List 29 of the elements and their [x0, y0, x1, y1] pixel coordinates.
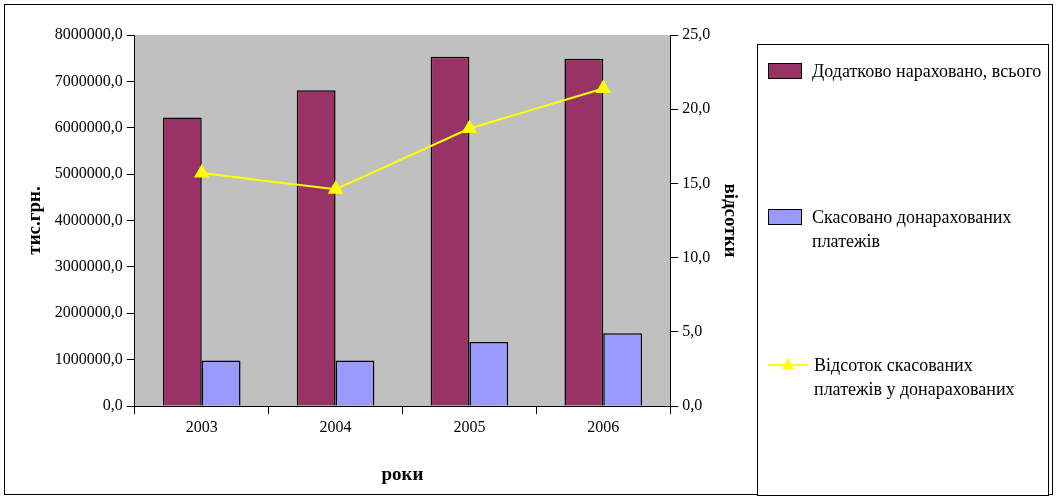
- legend-label: Відсоток скасованих платежів у донарахованих: [814, 354, 1016, 401]
- x-tick-label: 2006: [587, 417, 620, 435]
- y2-axis-title: відсотки: [720, 183, 742, 258]
- y2-tick-label: 0,0: [682, 396, 703, 414]
- y2-tick-label: 20,0: [682, 99, 711, 117]
- y2-tick-label: 10,0: [682, 247, 711, 265]
- y-tick-label: 4000000,0: [54, 210, 123, 228]
- y-axis-title: тис.грн.: [23, 186, 45, 255]
- y-tick-label: 1000000,0: [54, 349, 123, 367]
- y-tick-label: 2000000,0: [54, 303, 123, 321]
- point: [194, 165, 209, 178]
- legend-label: Додатково нараховано, всього: [812, 60, 1042, 83]
- x-axis-title: роки: [381, 462, 424, 484]
- y-tick-label: 6000000,0: [54, 117, 123, 135]
- y-tick-label: 8000000,0: [54, 25, 123, 43]
- x-tick-label: 2003: [185, 417, 218, 435]
- y-tick-label: 5000000,0: [54, 164, 123, 182]
- point: [328, 181, 343, 194]
- x-tick-label: 2005: [453, 417, 486, 435]
- y-tick-label: 3000000,0: [54, 257, 123, 275]
- point: [462, 120, 477, 133]
- y2-tick-label: 15,0: [682, 173, 711, 191]
- y-tick-label: 7000000,0: [54, 71, 123, 89]
- y2-tick-label: 5,0: [682, 322, 703, 339]
- legend-label: Скасовано донарахованих платежів: [812, 206, 1013, 253]
- y-tick-label: 0,0: [102, 396, 123, 414]
- point: [596, 80, 611, 93]
- y2-tick-label: 25,0: [682, 25, 711, 43]
- x-tick-label: 2004: [319, 417, 352, 435]
